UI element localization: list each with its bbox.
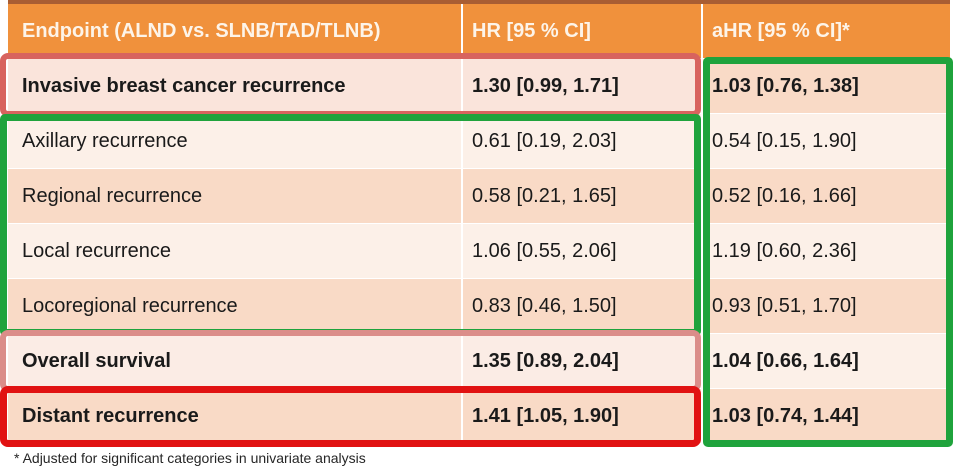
ahr-cell: 1.04 [0.66, 1.64] bbox=[703, 334, 950, 388]
ahr-cell: 0.54 [0.15, 1.90] bbox=[703, 114, 950, 168]
header-cell-ahr: aHR [95 % CI]* bbox=[703, 4, 950, 58]
ahr-cell: 1.03 [0.76, 1.38] bbox=[703, 59, 950, 113]
ahr-cell: 0.93 [0.51, 1.70] bbox=[703, 279, 950, 333]
endpoint-cell: Regional recurrence bbox=[8, 169, 461, 223]
header-cell-endpoint: Endpoint (ALND vs. SLNB/TAD/TLNB) bbox=[8, 4, 461, 58]
endpoint-cell: Invasive breast cancer recurrence bbox=[8, 59, 461, 113]
table-top-border bbox=[8, 0, 950, 4]
hr-cell: 0.61 [0.19, 2.03] bbox=[463, 114, 701, 168]
endpoint-cell: Axillary recurrence bbox=[8, 114, 461, 168]
endpoint-cell: Overall survival bbox=[8, 334, 461, 388]
ahr-cell: 1.19 [0.60, 2.36] bbox=[703, 224, 950, 278]
hr-cell: 1.30 [0.99, 1.71] bbox=[463, 59, 701, 113]
ahr-cell: 1.03 [0.74, 1.44] bbox=[703, 389, 950, 443]
hr-cell: 0.83 [0.46, 1.50] bbox=[463, 279, 701, 333]
hr-cell: 1.35 [0.89, 2.04] bbox=[463, 334, 701, 388]
ahr-cell: 0.52 [0.16, 1.66] bbox=[703, 169, 950, 223]
hr-cell: 1.06 [0.55, 2.06] bbox=[463, 224, 701, 278]
footnote: * Adjusted for significant categories in… bbox=[14, 450, 366, 466]
header-cell-hr: HR [95 % CI] bbox=[463, 4, 701, 58]
endpoint-cell: Local recurrence bbox=[8, 224, 461, 278]
results-table: Endpoint (ALND vs. SLNB/TAD/TLNB) HR [95… bbox=[8, 4, 950, 443]
endpoint-cell: Locoregional recurrence bbox=[8, 279, 461, 333]
endpoint-cell: Distant recurrence bbox=[8, 389, 461, 443]
hr-cell: 0.58 [0.21, 1.65] bbox=[463, 169, 701, 223]
hr-cell: 1.41 [1.05, 1.90] bbox=[463, 389, 701, 443]
